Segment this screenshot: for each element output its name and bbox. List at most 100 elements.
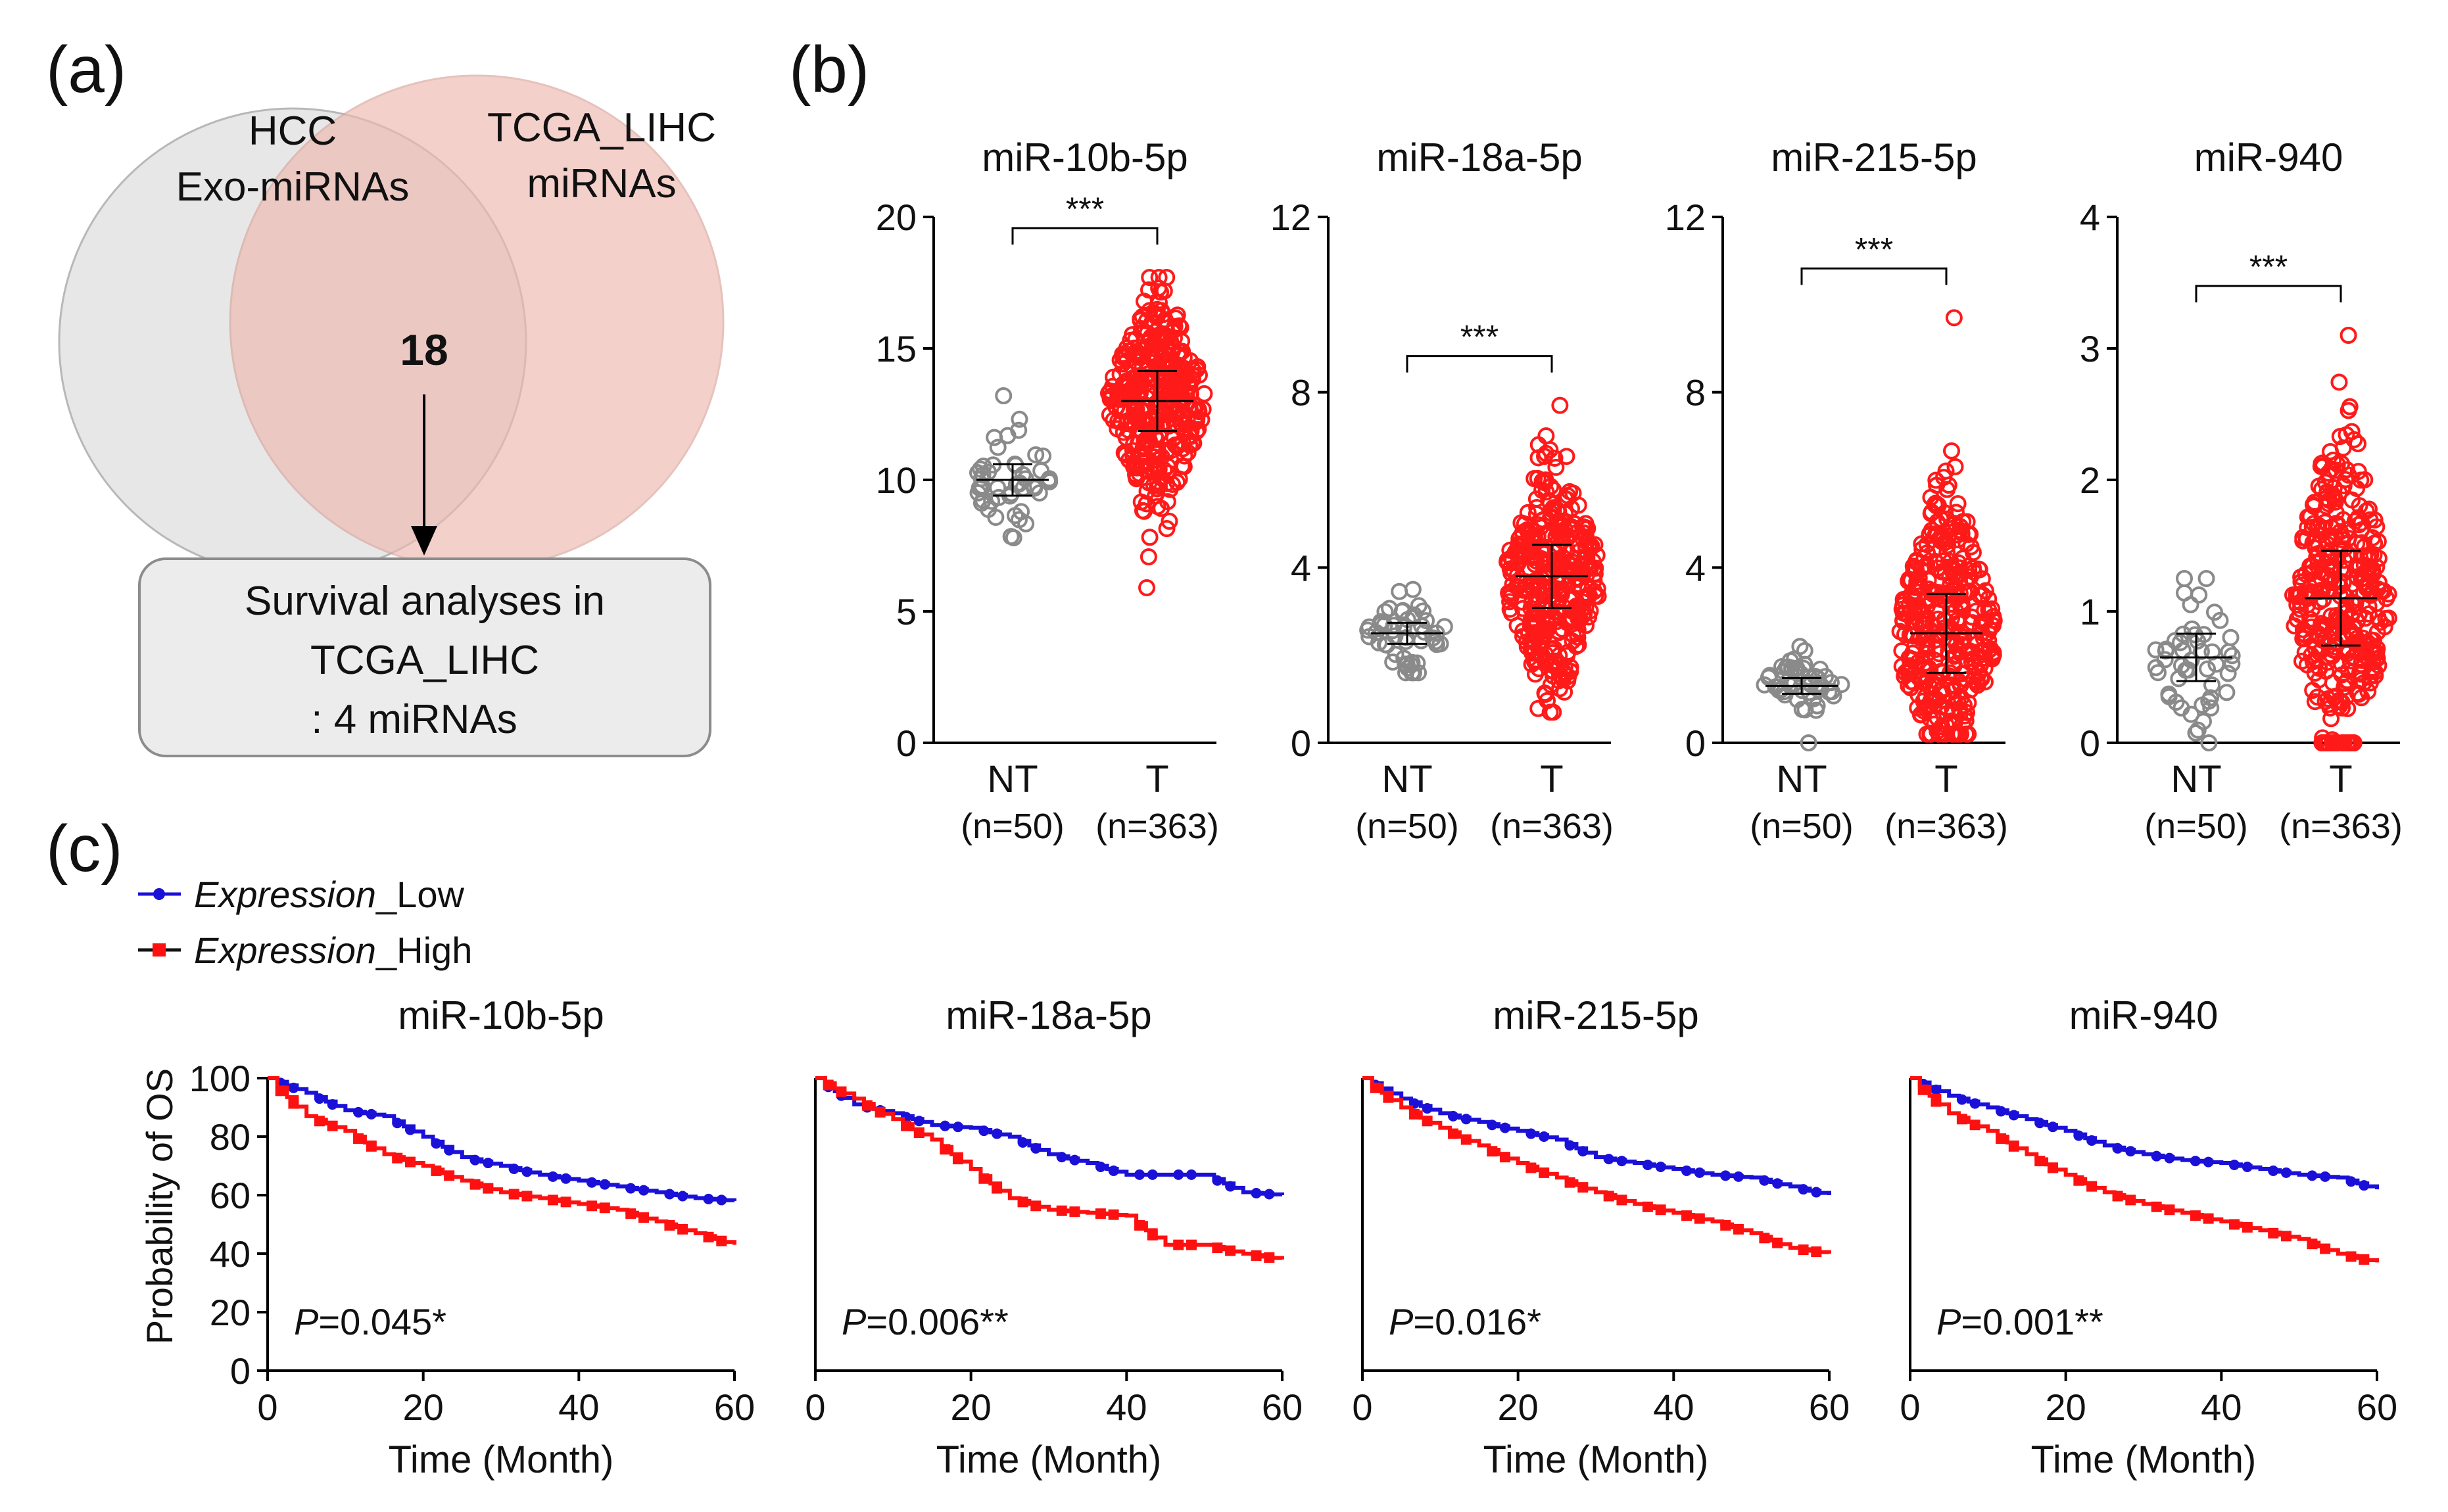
censor-mark: [1095, 1208, 1106, 1219]
survival-curve-high: [1362, 1076, 1831, 1254]
x-axis-label: Time (Month): [936, 1438, 1162, 1481]
data-point: [2363, 564, 2380, 582]
venn-right-title-line1: TCGA_LIHC: [487, 105, 716, 151]
data-point: [1128, 459, 1145, 477]
censor-mark: [716, 1235, 727, 1246]
censor-mark: [2047, 1162, 2058, 1173]
censor-mark: [1681, 1165, 1692, 1176]
censor-mark: [2268, 1165, 2279, 1176]
censor-mark: [2345, 1176, 2357, 1187]
data-point: [1540, 492, 1558, 509]
data-point: [973, 477, 991, 495]
x-tick-label: 0: [1900, 1386, 1920, 1428]
censor-mark: [1251, 1188, 1262, 1199]
data-point: [1034, 447, 1052, 465]
data-point: [1169, 382, 1187, 400]
data-point: [2321, 546, 2339, 564]
data-point: [1506, 543, 1524, 561]
km-plot-1: miR-10b-5p 0 20 40 60 0 20 40 60 80 100 Time (Month…: [189, 993, 756, 1481]
data-point: [1928, 477, 1946, 494]
censor-mark: [288, 1098, 299, 1109]
censor-mark: [2359, 1254, 2370, 1265]
censor-mark: [1525, 1162, 1537, 1173]
censor-mark: [940, 1144, 951, 1155]
data-point: [1922, 505, 1940, 523]
censor-mark: [1996, 1106, 2007, 1117]
data-point: [2186, 626, 2204, 644]
data-point: [1124, 326, 1141, 344]
censor-mark: [1186, 1239, 1197, 1250]
censor-mark: [1759, 1233, 1770, 1244]
data-point: [2194, 713, 2212, 730]
censor-mark: [1108, 1209, 1119, 1220]
data-point: [2328, 456, 2346, 473]
censor-mark: [1772, 1178, 1783, 1189]
data-point: [1542, 676, 1560, 694]
censor-mark: [1225, 1181, 1236, 1192]
data-point: [2336, 540, 2353, 557]
censor-mark: [1539, 1167, 1550, 1178]
censor-mark: [1931, 1084, 1942, 1095]
data-point: [1568, 638, 1585, 655]
data-point: [1580, 608, 1598, 626]
data-point: [1138, 579, 1156, 596]
censor-mark: [1408, 1108, 1420, 1120]
censor-mark: [2086, 1135, 2098, 1146]
data-point: [2322, 710, 2340, 728]
censor-mark: [353, 1106, 364, 1118]
data-point: [1527, 534, 1545, 552]
data-point: [1551, 396, 1569, 414]
y-tick-label: 15: [876, 328, 917, 369]
censor-mark: [2125, 1194, 2136, 1206]
x-tick-label: 60: [1262, 1386, 1303, 1428]
data-point: [1159, 493, 1176, 511]
data-point: [1781, 652, 1799, 670]
data-point: [1185, 435, 1203, 452]
censor-mark: [2242, 1161, 2253, 1172]
data-point: [1158, 520, 1176, 538]
category-label: NT: [1776, 758, 1827, 801]
data-point: [1522, 578, 1540, 596]
legend-high-label: Expression_High: [194, 930, 472, 971]
data-point: [2187, 724, 2205, 742]
panel-b-label: (b): [789, 33, 869, 106]
data-point: [1186, 410, 1203, 428]
data-point: [2354, 573, 2372, 591]
censor-mark: [1539, 1131, 1550, 1142]
data-point: [2338, 426, 2355, 444]
censor-mark: [901, 1120, 912, 1131]
data-point: [1002, 528, 1020, 546]
data-point: [2324, 451, 2342, 469]
y-tick-label: 0: [230, 1350, 251, 1392]
data-point: [1940, 477, 1957, 494]
significance-label: ***: [1855, 231, 1893, 268]
data-point: [1124, 447, 1142, 465]
x-tick-label: 0: [1352, 1386, 1372, 1428]
censor-mark: [444, 1145, 455, 1156]
data-point: [1541, 441, 1559, 459]
data-point: [1157, 413, 1174, 431]
data-point: [1161, 512, 1178, 530]
scatter-title: miR-18a-5p: [1376, 135, 1582, 179]
x-tick-label: 0: [805, 1386, 825, 1428]
data-point: [2326, 528, 2344, 546]
data-point: [2321, 528, 2339, 546]
data-point: [2339, 699, 2357, 717]
data-point: [1547, 458, 1565, 476]
scatter-plot-3: miR-215-5p 0 4 8 12 *** NT (n=50) T (n=363): [1665, 135, 2008, 846]
censor-mark: [638, 1185, 649, 1196]
data-point: [1155, 327, 1173, 344]
x-tick-label: 20: [951, 1386, 992, 1428]
censor-mark: [1798, 1184, 1809, 1195]
venn-left-title-line1: HCC: [249, 108, 337, 154]
y-tick-label: 100: [189, 1058, 251, 1099]
data-point: [1543, 611, 1561, 628]
censor-mark: [2164, 1152, 2175, 1164]
data-point: [1114, 389, 1132, 406]
category-count: (n=50): [2144, 807, 2248, 846]
data-point: [2292, 573, 2310, 591]
data-point: [1141, 529, 1159, 546]
data-point: [1574, 565, 1592, 583]
data-point: [1945, 682, 1963, 700]
